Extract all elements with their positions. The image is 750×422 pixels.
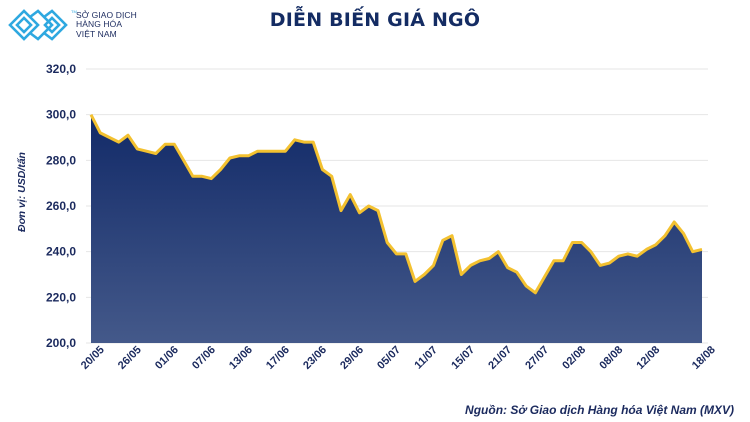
x-tick-label: 27/07 xyxy=(523,344,551,372)
chart-title: DIỄN BIẾN GIÁ NGÔ xyxy=(269,9,481,31)
x-tick-label: 21/07 xyxy=(486,344,514,372)
source-note: Nguồn: Sở Giao dịch Hàng hóa Việt Nam (M… xyxy=(465,403,734,417)
y-tick-label: 260,0 xyxy=(46,199,76,213)
x-tick-label: 17/06 xyxy=(264,344,292,372)
mxv-logo-icon xyxy=(8,9,68,41)
y-tick-label: 220,0 xyxy=(46,290,76,304)
logo-text: SỞ GIAO DỊCH HÀNG HÓA VIỆT NAM xyxy=(76,9,137,40)
y-tick-label: 300,0 xyxy=(46,108,76,122)
x-tick-label: 08/08 xyxy=(597,344,625,372)
x-tick-label: 11/07 xyxy=(412,344,440,372)
x-tick-label: 20/05 xyxy=(79,344,107,372)
logo-line-1: SỞ GIAO DỊCH xyxy=(76,9,137,20)
x-tick-label: 23/06 xyxy=(301,344,329,372)
x-tick-label: 15/07 xyxy=(449,344,477,372)
x-tick-label: 18/08 xyxy=(690,344,718,372)
y-tick-label: 200,0 xyxy=(46,336,76,350)
x-tick-label: 12/08 xyxy=(634,344,662,372)
x-tick-label: 02/08 xyxy=(560,344,588,372)
x-axis-ticks: 20/05 26/05 01/06 07/06 13/06 17/06 23/06 29/06… xyxy=(79,344,718,372)
x-tick-label: 13/06 xyxy=(227,344,255,372)
x-tick-label: 26/05 xyxy=(116,344,144,372)
price-line xyxy=(89,114,703,295)
y-axis-label: Đơn vị: USD/tấn xyxy=(16,152,28,232)
trademark: TM xyxy=(71,9,77,14)
x-tick-label: 05/07 xyxy=(375,344,403,372)
y-tick-label: 320,0 xyxy=(46,62,76,76)
y-tick-label: 240,0 xyxy=(46,245,76,259)
logo-line-3: VIỆT NAM xyxy=(76,28,117,39)
x-tick-label: 07/06 xyxy=(190,344,218,372)
x-tick-label: 01/06 xyxy=(153,344,181,372)
logo-line-2: HÀNG HÓA xyxy=(76,19,123,30)
price-area xyxy=(91,114,702,343)
x-tick-label: 29/06 xyxy=(338,344,366,372)
y-axis-ticks: 200,0 220,0 240,0 260,0 280,0 300,0 320,0 xyxy=(46,62,76,350)
mxv-logo: TM SỞ GIAO DỊCH HÀNG HÓA VIỆT NAM xyxy=(8,7,198,43)
y-tick-label: 280,0 xyxy=(46,153,76,167)
